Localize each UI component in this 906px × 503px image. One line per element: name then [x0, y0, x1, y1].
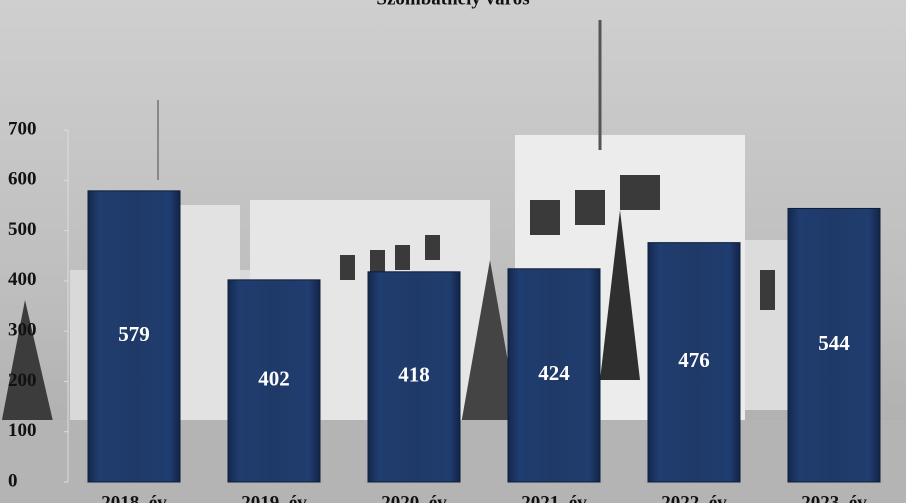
y-tick-label: 400	[8, 269, 37, 290]
bar	[227, 279, 321, 483]
x-tick-label: 2019. év	[241, 492, 307, 503]
value-label: 402	[258, 367, 290, 391]
value-label: 579	[118, 322, 150, 346]
bar	[647, 242, 741, 483]
x-tick-label: 2022. év	[661, 492, 727, 503]
bar	[367, 271, 461, 483]
bar	[787, 207, 881, 483]
value-label: 424	[538, 361, 570, 385]
x-tick-label: 2018. év	[101, 492, 167, 503]
bar	[87, 190, 181, 483]
y-tick-label: 700	[8, 118, 37, 139]
y-tick-label: 0	[8, 470, 18, 491]
y-tick-label: 300	[8, 320, 37, 341]
y-tick-label: 200	[8, 370, 37, 391]
y-tick-label: 600	[8, 169, 37, 190]
chart-title: Szombathely város	[376, 0, 529, 9]
value-label: 418	[398, 363, 430, 387]
y-tick-label: 100	[8, 420, 37, 441]
x-tick-label: 2020. év	[381, 492, 447, 503]
x-tick-label: 2023. év	[801, 492, 867, 503]
x-tick-label: 2021. év	[521, 492, 587, 503]
y-tick-label: 500	[8, 219, 37, 240]
value-label: 544	[818, 331, 850, 355]
value-label: 476	[678, 348, 710, 372]
bar	[507, 268, 601, 483]
